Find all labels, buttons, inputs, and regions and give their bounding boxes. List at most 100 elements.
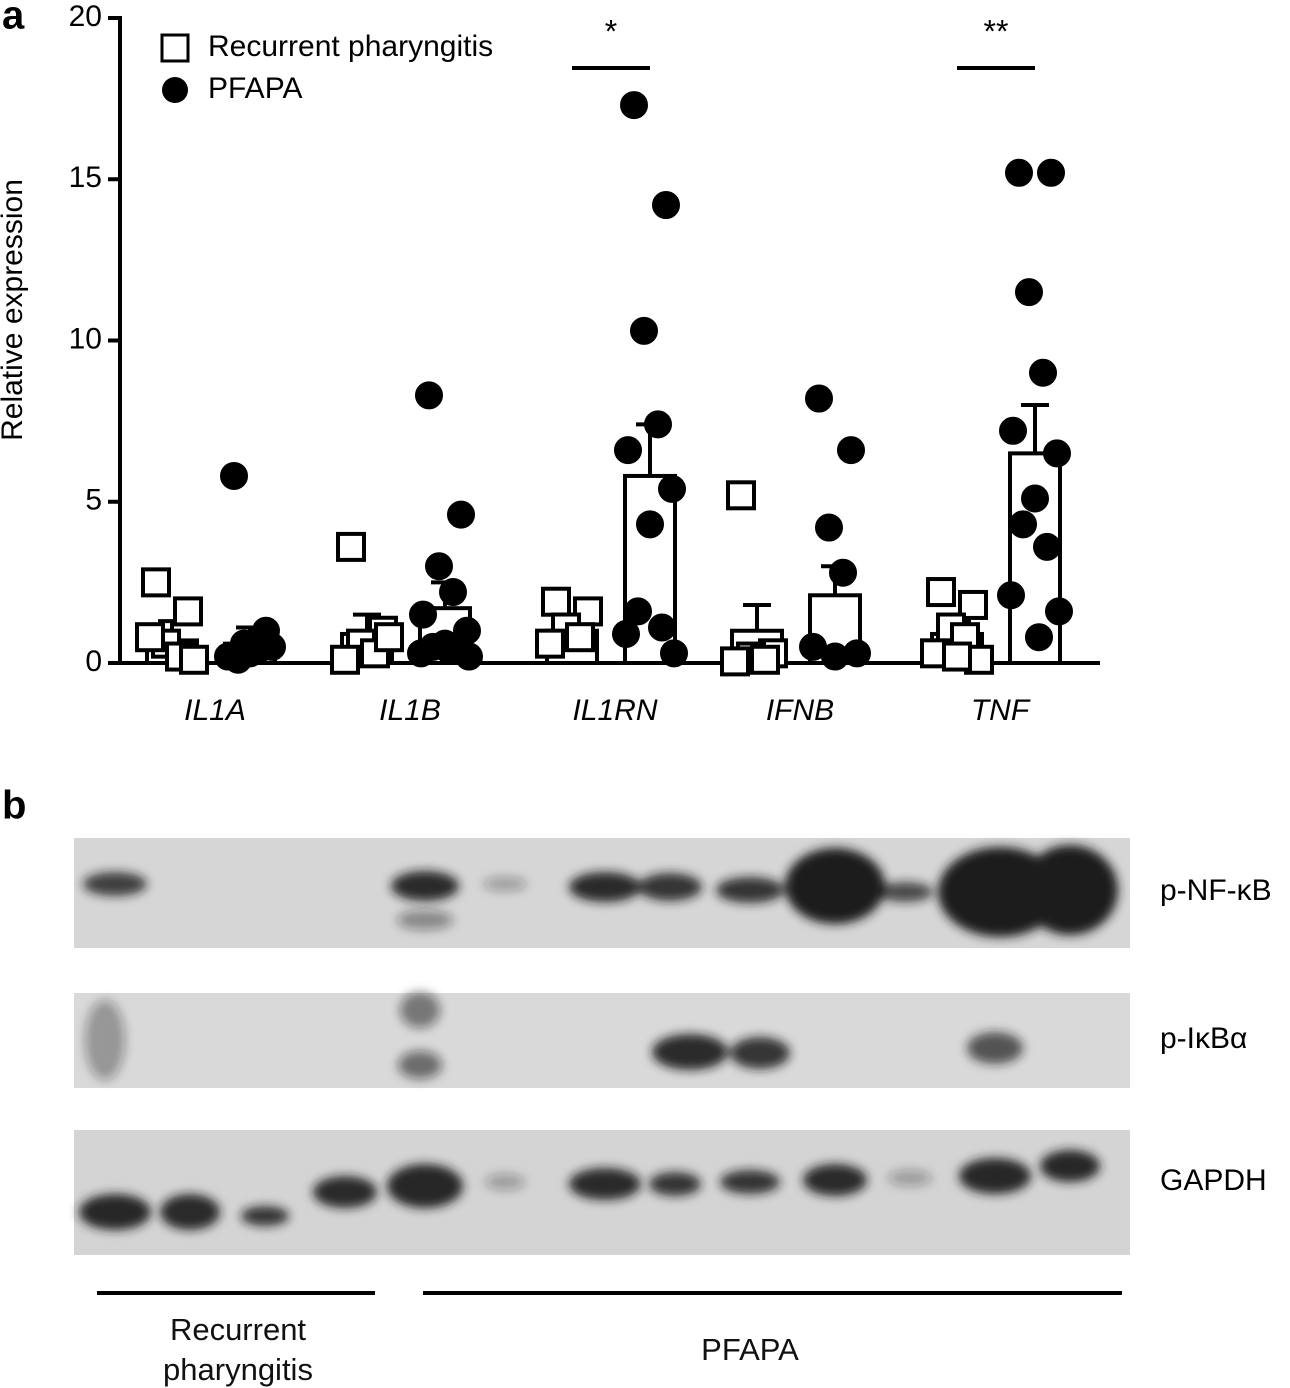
legend-marker (162, 77, 188, 103)
blot-band (803, 1164, 867, 1196)
blot-band (313, 1176, 377, 1208)
x-tick-label: IL1RN (572, 694, 657, 727)
blot-strip (74, 993, 1130, 1088)
data-point (447, 500, 475, 529)
blot-band (959, 1158, 1031, 1194)
data-point (644, 410, 672, 439)
data-point (1043, 439, 1071, 468)
blot-band (730, 1037, 790, 1069)
blot-band (716, 877, 784, 903)
data-point (1045, 597, 1073, 626)
error-bar (743, 602, 771, 631)
data-point (926, 577, 956, 608)
blot-bands (79, 845, 1118, 1230)
data-point (612, 619, 640, 648)
data-point (1025, 623, 1053, 652)
y-tick-label: 0 (85, 645, 102, 678)
data-point (374, 622, 404, 653)
significance-label: * (605, 13, 617, 49)
legend-label: Recurrent pharyngitis (208, 30, 493, 63)
data-point (658, 474, 686, 503)
data-point (435, 636, 463, 665)
blot-band (1040, 1150, 1100, 1182)
data-point (425, 552, 453, 581)
x-tick-label: IL1A (184, 694, 246, 727)
blot-band (85, 1000, 125, 1080)
error-bar (1021, 403, 1049, 454)
data-point (829, 558, 857, 587)
data-point (942, 641, 972, 672)
data-point (179, 644, 209, 675)
y-tick-label: 20 (69, 0, 102, 33)
blot-band (720, 1170, 780, 1194)
blot-band (652, 1034, 728, 1070)
blot-band (398, 1051, 442, 1079)
blot-band (485, 1174, 525, 1190)
data-point (726, 480, 756, 511)
data-point (1021, 484, 1049, 513)
legend-marker (160, 33, 190, 63)
data-point (660, 639, 688, 668)
data-point (630, 316, 658, 345)
panel-label: a (2, 0, 25, 38)
y-tick-label: 5 (85, 484, 102, 517)
data-point (409, 600, 437, 629)
x-tick-label: IFNB (766, 694, 834, 727)
data-point (821, 642, 849, 671)
blot-band (391, 871, 459, 901)
data-point (135, 622, 165, 653)
significance-label: ** (984, 13, 1009, 49)
group-label: Recurrent pharyngitis (163, 1312, 313, 1387)
data-point (837, 436, 865, 465)
data-point (439, 578, 467, 607)
data-point (636, 510, 664, 539)
data-point (720, 646, 750, 677)
data-point (415, 381, 443, 410)
data-point (620, 91, 648, 120)
blot-band (569, 872, 641, 902)
band-label: p-NF-κB (1160, 874, 1272, 907)
data-point (141, 567, 171, 598)
y-tick-label: 15 (69, 161, 102, 194)
data-point (565, 622, 595, 653)
blot-band (83, 872, 147, 896)
blot-band (649, 1172, 701, 1196)
data-point (1029, 358, 1057, 387)
blot-band (967, 1032, 1023, 1064)
data-point (1033, 532, 1061, 561)
data-point (173, 596, 203, 627)
data-point (624, 597, 652, 626)
data-point (1037, 158, 1065, 187)
band-label: GAPDH (1160, 1164, 1267, 1197)
data-point (815, 513, 843, 542)
data-point (1005, 158, 1033, 187)
x-tick-label: TNF (971, 694, 1031, 727)
data-point (614, 436, 642, 465)
blot-band (160, 1194, 220, 1230)
data-point (330, 644, 360, 675)
blot-band (569, 1168, 641, 1200)
data-point (1009, 510, 1037, 539)
data-point (652, 191, 680, 220)
data-point (648, 613, 676, 642)
blot-band (785, 848, 885, 924)
data-point (535, 628, 565, 659)
data-point (407, 639, 435, 668)
data-point (224, 645, 252, 674)
data-point (999, 416, 1027, 445)
blot-band (79, 1194, 151, 1230)
group-label: PFAPA (701, 1332, 799, 1367)
legend-label: PFAPA (208, 72, 302, 105)
blot-band (387, 1164, 463, 1208)
y-tick-label: 10 (69, 322, 102, 355)
data-point (997, 581, 1025, 610)
data-point (541, 586, 571, 617)
data-point (805, 384, 833, 413)
blot-band (638, 873, 702, 901)
blot-band (888, 1170, 932, 1186)
blot-band (241, 1206, 289, 1226)
x-tick-label: IL1B (379, 694, 441, 727)
data-point (750, 644, 780, 675)
